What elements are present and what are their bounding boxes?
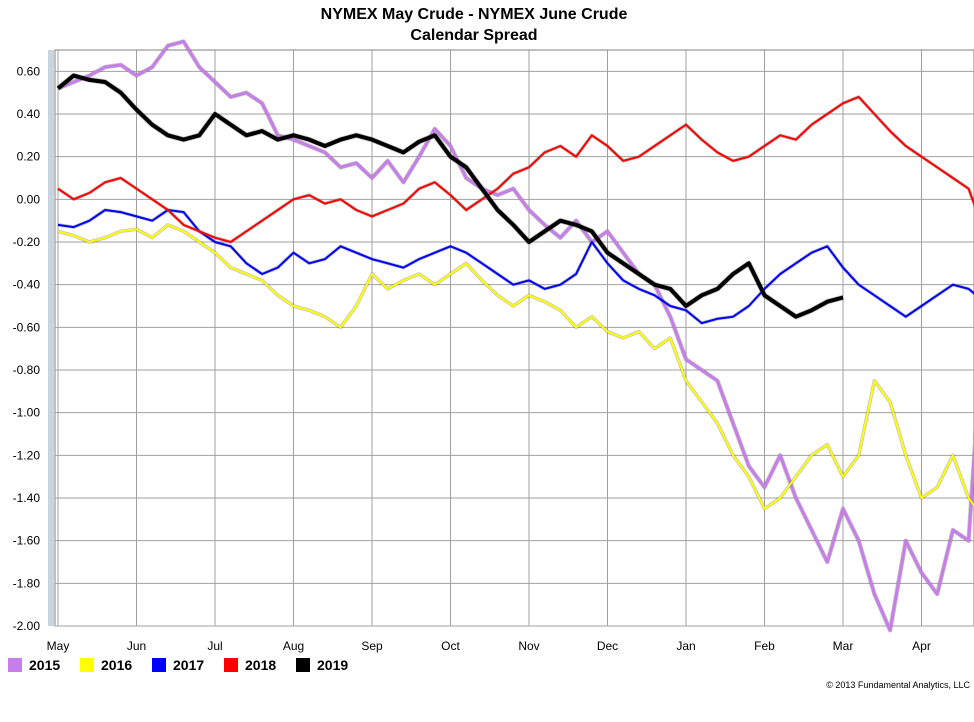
chart-subtitle: Calendar Spread: [410, 27, 537, 44]
copyright-text: © 2013 Fundamental Analytics, LLC: [826, 680, 970, 690]
series-line: [57, 40, 974, 632]
legend-swatch: [8, 658, 22, 672]
y-tick-label: -0.80: [13, 363, 41, 377]
legend-label: 2018: [245, 657, 276, 673]
series-2016: [57, 223, 974, 511]
x-tick-label: Jul: [207, 639, 222, 653]
legend-item-2018[interactable]: 2018: [224, 657, 276, 673]
legend[interactable]: 2015 2016 2017 2018 2019: [8, 657, 348, 673]
legend-item-2015[interactable]: 2015: [8, 657, 60, 673]
y-tick-label: -0.20: [13, 235, 41, 249]
series-2018: [57, 95, 974, 244]
legend-swatch: [152, 658, 166, 672]
legend-item-2016[interactable]: 2016: [80, 657, 132, 673]
left-axis-bar: [48, 50, 54, 626]
legend-label: 2015: [29, 657, 60, 673]
x-tick-label: Sep: [361, 639, 383, 653]
x-tick-label: May: [47, 639, 70, 653]
y-tick-label: 0.00: [17, 192, 41, 206]
x-tick-label: Feb: [754, 639, 775, 653]
legend-item-2019[interactable]: 2019: [296, 657, 348, 673]
series-2015: [57, 39, 974, 633]
x-tick-label: Mar: [833, 639, 854, 653]
legend-label: 2016: [101, 657, 132, 673]
series-line: [57, 95, 974, 243]
series-lines: [56, 39, 974, 633]
y-tick-label: -0.60: [13, 320, 41, 334]
series-2017: [57, 208, 974, 325]
plot-area: [54, 49, 974, 627]
y-tick-label: -1.20: [13, 448, 41, 462]
legend-label: 2017: [173, 657, 204, 673]
x-tick-label: Apr: [912, 639, 931, 653]
series-line: [56, 73, 844, 319]
y-tick-label: -1.80: [13, 576, 41, 590]
y-tick-label: 0.20: [17, 150, 41, 164]
x-tick-label: Nov: [518, 639, 539, 653]
y-tick-label: -0.40: [13, 278, 41, 292]
x-tick-label: Oct: [441, 639, 460, 653]
y-tick-label: 0.40: [17, 107, 41, 121]
grid: [55, 50, 974, 627]
y-tick-label: 0.60: [17, 64, 41, 78]
chart-title: NYMEX May Crude - NYMEX June Crude: [321, 6, 628, 23]
x-axis: May Jun Jul Aug Sep Oct Nov Dec Jan Feb Mar Apr: [47, 639, 931, 653]
y-axis: 0.60 0.40 0.20 0.00 -0.20 -0.40 -0.60 -0.80 -1.0…: [13, 64, 41, 633]
y-tick-label: -2.00: [13, 619, 41, 633]
y-tick-label: -1.00: [13, 406, 41, 420]
x-tick-label: Jun: [127, 639, 146, 653]
y-tick-label: -1.60: [13, 534, 41, 548]
series-line: [57, 209, 974, 325]
y-tick-label: -1.40: [13, 491, 41, 505]
legend-label: 2019: [317, 657, 348, 673]
x-tick-label: Dec: [597, 639, 618, 653]
legend-item-2017[interactable]: 2017: [152, 657, 204, 673]
series-2019: [56, 72, 844, 320]
x-tick-label: Jan: [676, 639, 695, 653]
legend-swatch: [224, 658, 238, 672]
legend-swatch: [80, 658, 94, 672]
series-line: [57, 223, 974, 510]
x-tick-label: Aug: [283, 639, 304, 653]
legend-swatch: [296, 658, 310, 672]
